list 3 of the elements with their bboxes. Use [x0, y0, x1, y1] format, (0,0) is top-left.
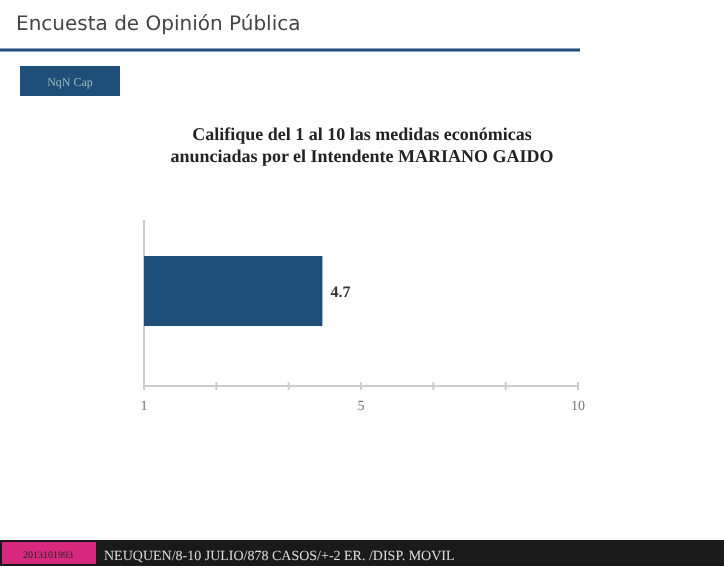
data-label: 4.7: [330, 283, 351, 301]
chart-title: Califique del 1 al 10 las medidas económicas anunciadas por el Intendente MARIANO GAIDO: [170, 124, 554, 166]
text: Encuesta de Opinión Pública: [16, 14, 301, 36]
